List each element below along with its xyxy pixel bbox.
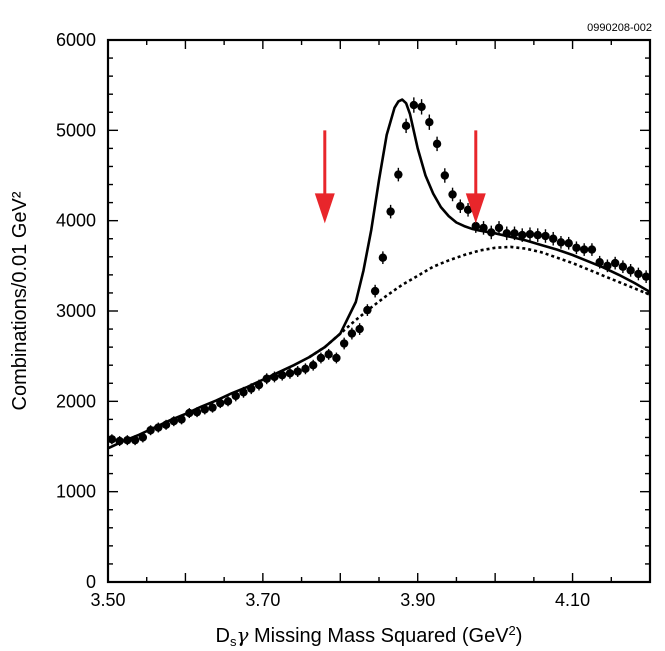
data-point xyxy=(169,417,179,426)
plot-content xyxy=(108,97,650,450)
data-point xyxy=(386,207,395,216)
x-axis-label-superscript: 2 xyxy=(509,623,516,638)
figure-id: 0990208-002 xyxy=(587,22,652,34)
y-axis-label: Combinations/0.01 GeV² xyxy=(9,191,31,410)
x-tick-label: 4.10 xyxy=(555,590,590,610)
data-point xyxy=(456,202,465,211)
data-point xyxy=(316,353,326,363)
tick-labels: 3.50 3.70 3.90 4.10 0 1000 2000 3000 4000 5000 600… xyxy=(56,30,590,610)
data-point xyxy=(626,266,635,275)
data-point xyxy=(595,258,604,267)
data-point xyxy=(177,415,186,424)
x-axis-label-subscript: s xyxy=(230,634,237,649)
data-point xyxy=(308,361,318,370)
data-point xyxy=(541,231,550,241)
data-point xyxy=(293,367,302,376)
data-point xyxy=(324,350,333,359)
data-point xyxy=(192,407,202,417)
data-point xyxy=(115,436,124,446)
data-point xyxy=(432,139,442,149)
data-point xyxy=(409,100,419,110)
data-point xyxy=(556,238,566,247)
data-point xyxy=(533,230,542,240)
data-point xyxy=(394,170,403,179)
x-axis-label: Dsγ Missing Mass Squared (GeV2) xyxy=(216,623,523,649)
x-tick-label: 3.50 xyxy=(90,590,125,610)
data-point xyxy=(471,221,480,231)
arrow-annotations xyxy=(314,130,486,224)
data-point xyxy=(146,426,155,435)
data-point xyxy=(603,261,612,271)
data-point xyxy=(347,329,357,338)
data-point xyxy=(154,423,163,432)
y-tick-label: 3000 xyxy=(56,301,96,321)
data-point xyxy=(425,118,434,127)
arrow-head xyxy=(314,193,335,224)
data-point xyxy=(610,258,620,268)
y-tick-label: 6000 xyxy=(56,30,96,50)
data-point xyxy=(463,205,473,215)
data-point xyxy=(618,262,628,271)
data-point xyxy=(223,397,233,406)
data-point xyxy=(208,403,217,412)
plot-frame xyxy=(106,38,652,584)
fit-curve xyxy=(108,98,650,450)
data-point xyxy=(587,245,597,254)
x-axis-label-rest: Missing Mass Squared (GeV xyxy=(248,625,509,647)
data-point xyxy=(247,384,256,393)
data-point xyxy=(216,398,225,408)
data-point xyxy=(502,229,511,238)
data-point xyxy=(448,190,457,199)
data-point xyxy=(440,171,450,180)
data-point xyxy=(301,364,310,374)
data-point xyxy=(549,234,558,243)
data-point xyxy=(518,230,527,240)
x-tick-label: 3.70 xyxy=(245,590,280,610)
data-point xyxy=(479,223,488,233)
x-tick-label: 3.90 xyxy=(400,590,435,610)
data-point xyxy=(332,353,341,363)
data-point xyxy=(262,374,271,383)
data-point xyxy=(564,239,573,248)
data-point xyxy=(285,369,295,378)
x-axis-label-prefix: D xyxy=(216,625,230,647)
data-point xyxy=(370,286,380,296)
data-point xyxy=(123,435,132,445)
data-point xyxy=(378,253,388,262)
data-point xyxy=(254,380,264,390)
y-tick-label: 2000 xyxy=(56,391,96,411)
data-point xyxy=(130,435,140,445)
data-point xyxy=(185,408,194,418)
data-point xyxy=(417,102,426,112)
data-point xyxy=(363,305,372,315)
data-point xyxy=(525,230,535,239)
y-tick-label: 0 xyxy=(86,572,96,592)
axis-ticks xyxy=(107,39,651,583)
y-tick-label: 1000 xyxy=(56,482,96,502)
data-point xyxy=(239,388,248,397)
data-point xyxy=(510,229,519,238)
arrow-head xyxy=(465,193,486,224)
y-tick-label: 5000 xyxy=(56,120,96,140)
data-point xyxy=(401,121,411,131)
x-axis-label-gamma: γ xyxy=(236,623,248,647)
data-point xyxy=(572,243,581,252)
x-axis-label-close: ) xyxy=(516,625,523,647)
data-point xyxy=(487,228,496,237)
y-tick-label: 4000 xyxy=(56,211,96,231)
data-point xyxy=(579,245,589,254)
data-point xyxy=(355,324,364,334)
data-point xyxy=(278,370,287,380)
data-point xyxy=(339,339,349,348)
data-point xyxy=(200,405,209,414)
data-point xyxy=(270,372,279,382)
data-point xyxy=(161,420,171,430)
data-point xyxy=(231,391,240,401)
data-point xyxy=(494,223,504,233)
data-point xyxy=(138,433,148,442)
data-point xyxy=(634,269,643,279)
